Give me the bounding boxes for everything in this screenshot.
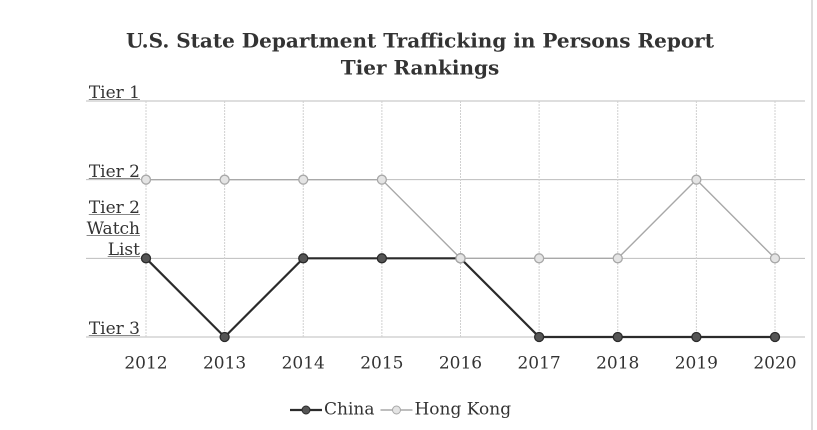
x-tick-label: 2014 (282, 354, 325, 374)
x-tick-label: 2019 (675, 354, 718, 374)
data-point (376, 174, 388, 185)
chart-subtitle: Tier Rankings (341, 56, 500, 80)
data-point (769, 253, 781, 264)
x-tick-label: 2018 (596, 354, 639, 374)
chart-title: U.S. State Department Trafficking in Per… (126, 29, 715, 53)
data-point (691, 331, 702, 343)
data-point (769, 331, 781, 343)
data-point (376, 253, 388, 264)
data-point (219, 331, 230, 343)
legend-marker (391, 405, 401, 415)
y-tick-label: Tier 3 (88, 319, 140, 339)
data-point (533, 331, 545, 343)
y-tick-label: Tier 1 (88, 83, 140, 103)
x-tick-label: 2017 (517, 354, 560, 374)
x-tick-label: 2016 (439, 354, 482, 374)
data-point (140, 174, 152, 185)
data-point (140, 253, 152, 264)
x-tick-label: 2013 (203, 354, 246, 374)
data-point (219, 174, 230, 185)
data-point (455, 253, 466, 264)
data-point (298, 253, 309, 264)
x-tick-label: 2020 (753, 354, 796, 374)
x-tick-label: 2012 (124, 354, 167, 374)
legend-label: Hong Kong (414, 400, 511, 420)
data-point (533, 253, 545, 264)
y-tick-label: Tier 2 Watch List (86, 198, 140, 261)
data-point (612, 253, 623, 264)
data-point (298, 174, 309, 185)
legend-marker (301, 405, 311, 415)
x-tick-label: 2015 (360, 354, 403, 374)
y-tick-label: Tier 2 (88, 161, 140, 182)
data-point (691, 174, 702, 185)
data-point (612, 331, 623, 343)
legend-label: China (324, 400, 374, 420)
